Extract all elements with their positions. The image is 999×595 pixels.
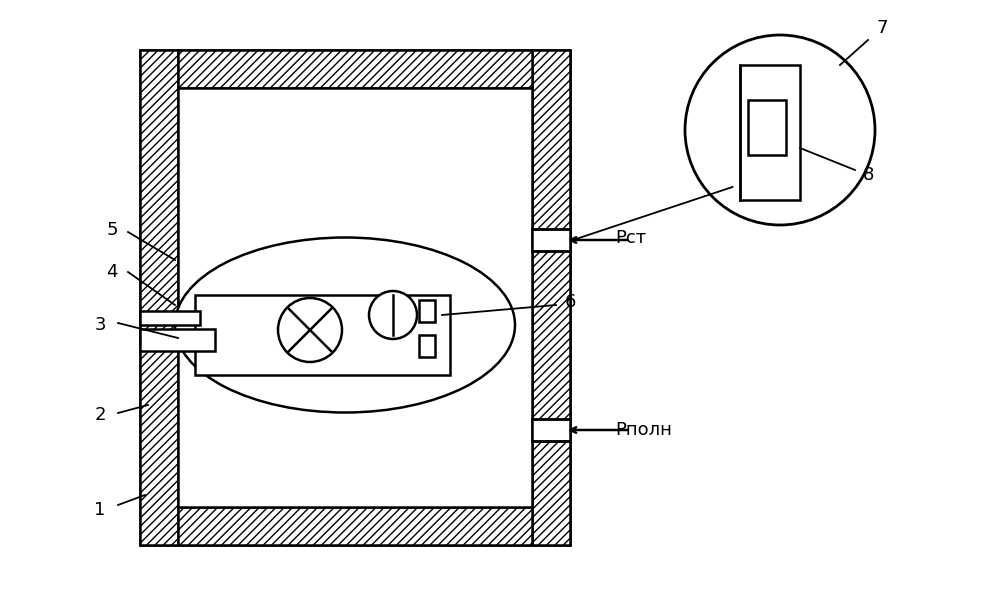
Text: 1: 1 bbox=[94, 501, 106, 519]
Bar bbox=[178, 50, 532, 88]
Text: 7: 7 bbox=[876, 19, 888, 37]
Bar bbox=[419, 300, 435, 322]
Text: Рполн: Рполн bbox=[615, 421, 672, 439]
Bar bbox=[178, 507, 532, 545]
Bar bbox=[532, 419, 570, 441]
Circle shape bbox=[685, 35, 875, 225]
Bar bbox=[140, 50, 570, 545]
Text: 6: 6 bbox=[564, 293, 575, 311]
Bar bbox=[532, 229, 570, 251]
Text: 3: 3 bbox=[94, 316, 106, 334]
Bar bbox=[740, 65, 800, 200]
Bar bbox=[748, 100, 786, 155]
Text: 2: 2 bbox=[94, 406, 106, 424]
Bar bbox=[140, 329, 215, 351]
Bar bbox=[532, 50, 570, 545]
Text: 8: 8 bbox=[862, 166, 874, 184]
Bar bbox=[178, 88, 532, 507]
Circle shape bbox=[369, 291, 417, 339]
Text: Рст: Рст bbox=[615, 229, 646, 247]
Bar bbox=[195, 295, 450, 375]
Text: 5: 5 bbox=[106, 221, 118, 239]
Bar bbox=[140, 311, 200, 325]
Bar bbox=[140, 50, 178, 545]
Ellipse shape bbox=[175, 237, 515, 412]
Text: 4: 4 bbox=[106, 263, 118, 281]
Circle shape bbox=[278, 298, 342, 362]
Bar bbox=[419, 335, 435, 357]
